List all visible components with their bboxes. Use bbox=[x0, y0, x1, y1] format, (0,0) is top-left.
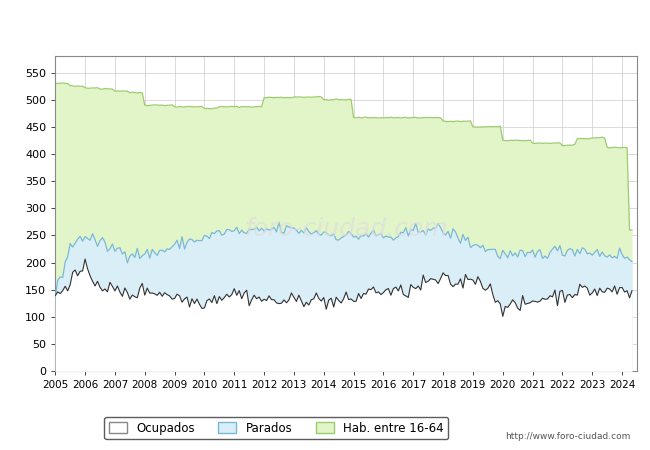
Text: foro-ciudad.com: foro-ciudad.com bbox=[244, 217, 448, 242]
Text: Guadalmez - Evolucion de la poblacion en edad de Trabajar Mayo de 2024: Guadalmez - Evolucion de la poblacion en… bbox=[40, 16, 610, 31]
Text: http://www.foro-ciudad.com: http://www.foro-ciudad.com bbox=[505, 432, 630, 441]
Legend: Ocupados, Parados, Hab. entre 16-64: Ocupados, Parados, Hab. entre 16-64 bbox=[104, 417, 448, 439]
